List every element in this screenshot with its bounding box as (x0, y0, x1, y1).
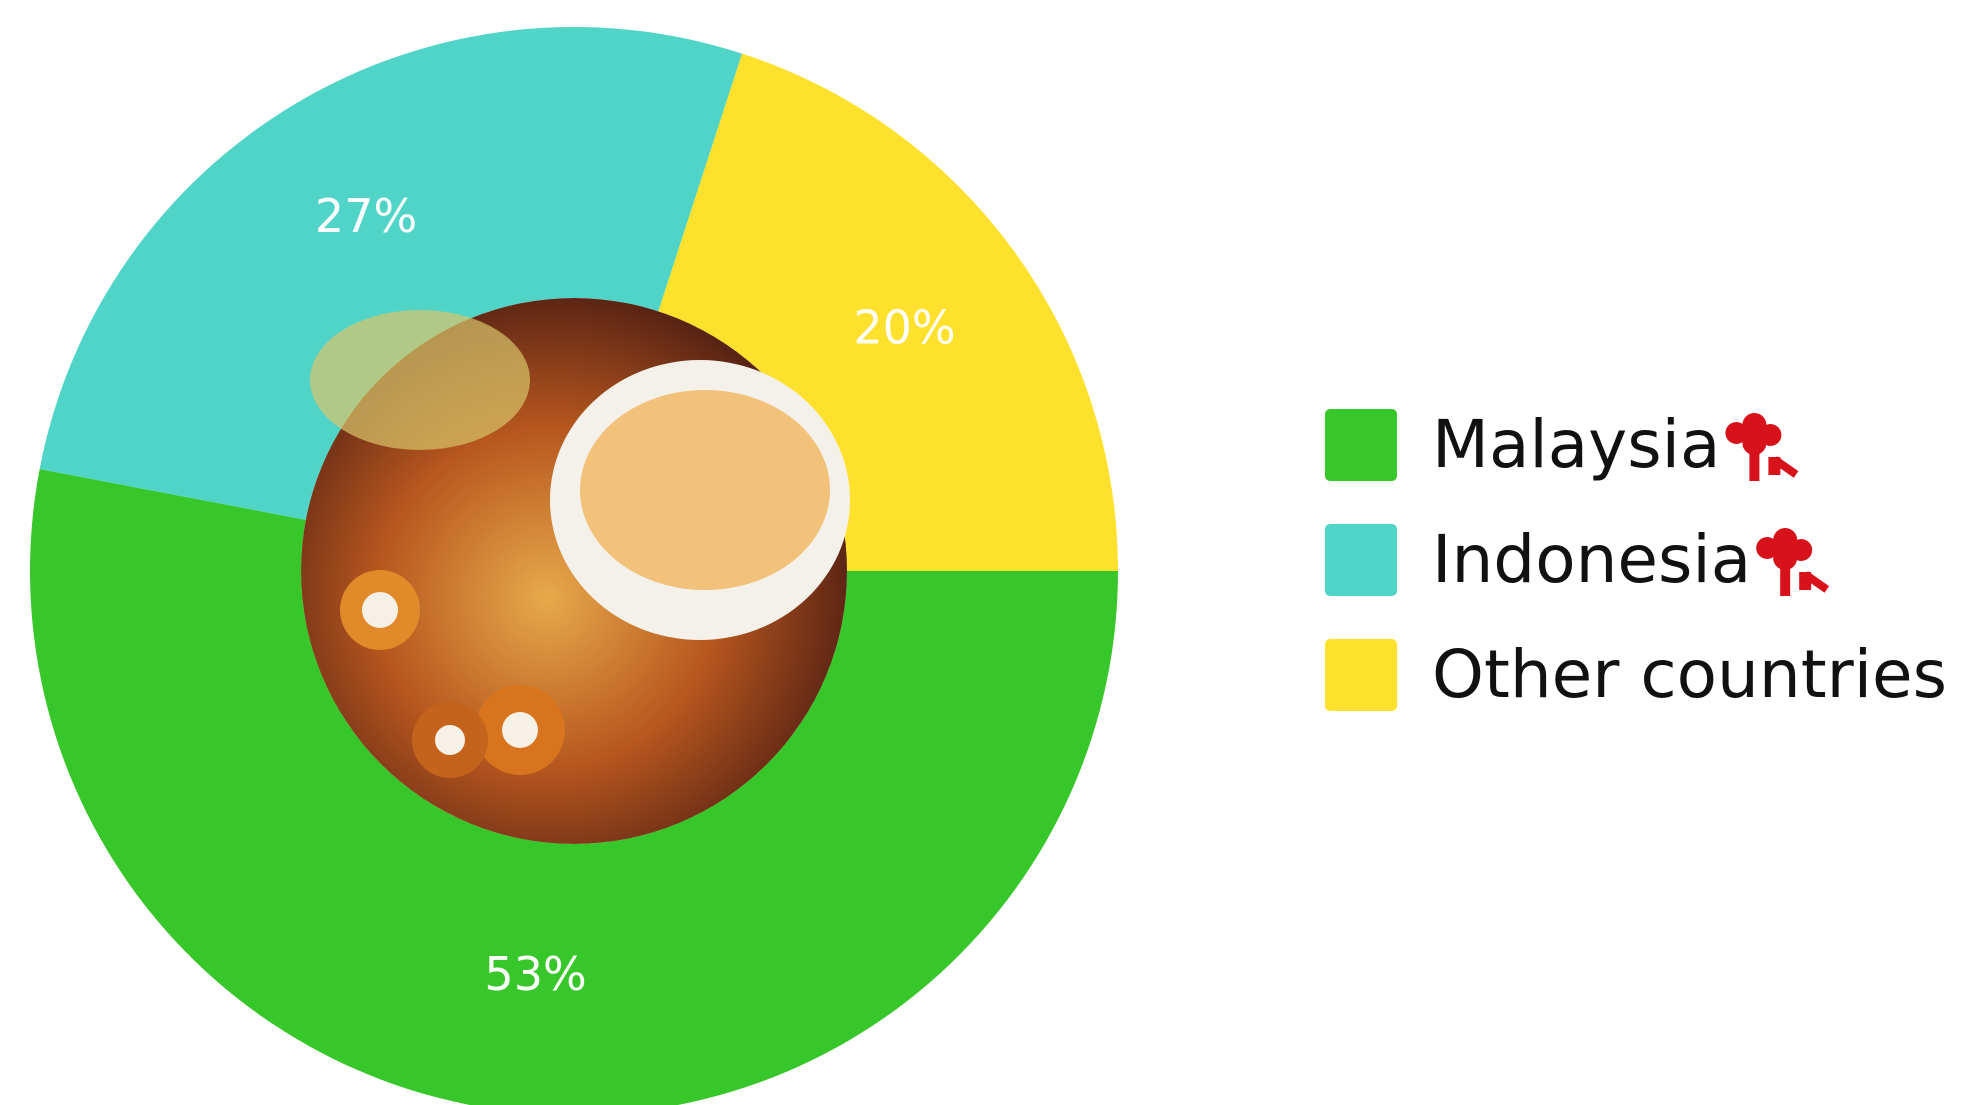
slice (658, 53, 1118, 572)
slice (39, 27, 743, 520)
value-label: 20% (853, 300, 955, 354)
legend: Malaysia Indonesia Other countries (1325, 406, 1947, 713)
deforestation-icon (1756, 528, 1830, 596)
value-labels: 53% 27% 20% (315, 189, 956, 1001)
legend-swatch (1325, 409, 1397, 481)
slice (30, 469, 1118, 1105)
legend-swatch (1325, 524, 1397, 596)
legend-swatch (1325, 639, 1397, 711)
donut (30, 27, 1118, 1105)
legend-label: Indonesia (1432, 521, 1751, 598)
value-label: 53% (484, 947, 586, 1001)
legend-label: Other countries (1432, 636, 1947, 713)
deforestation-icon (1725, 413, 1799, 481)
center-photo (301, 298, 850, 844)
legend-label: Malaysia (1432, 406, 1720, 483)
value-label: 27% (315, 189, 417, 243)
